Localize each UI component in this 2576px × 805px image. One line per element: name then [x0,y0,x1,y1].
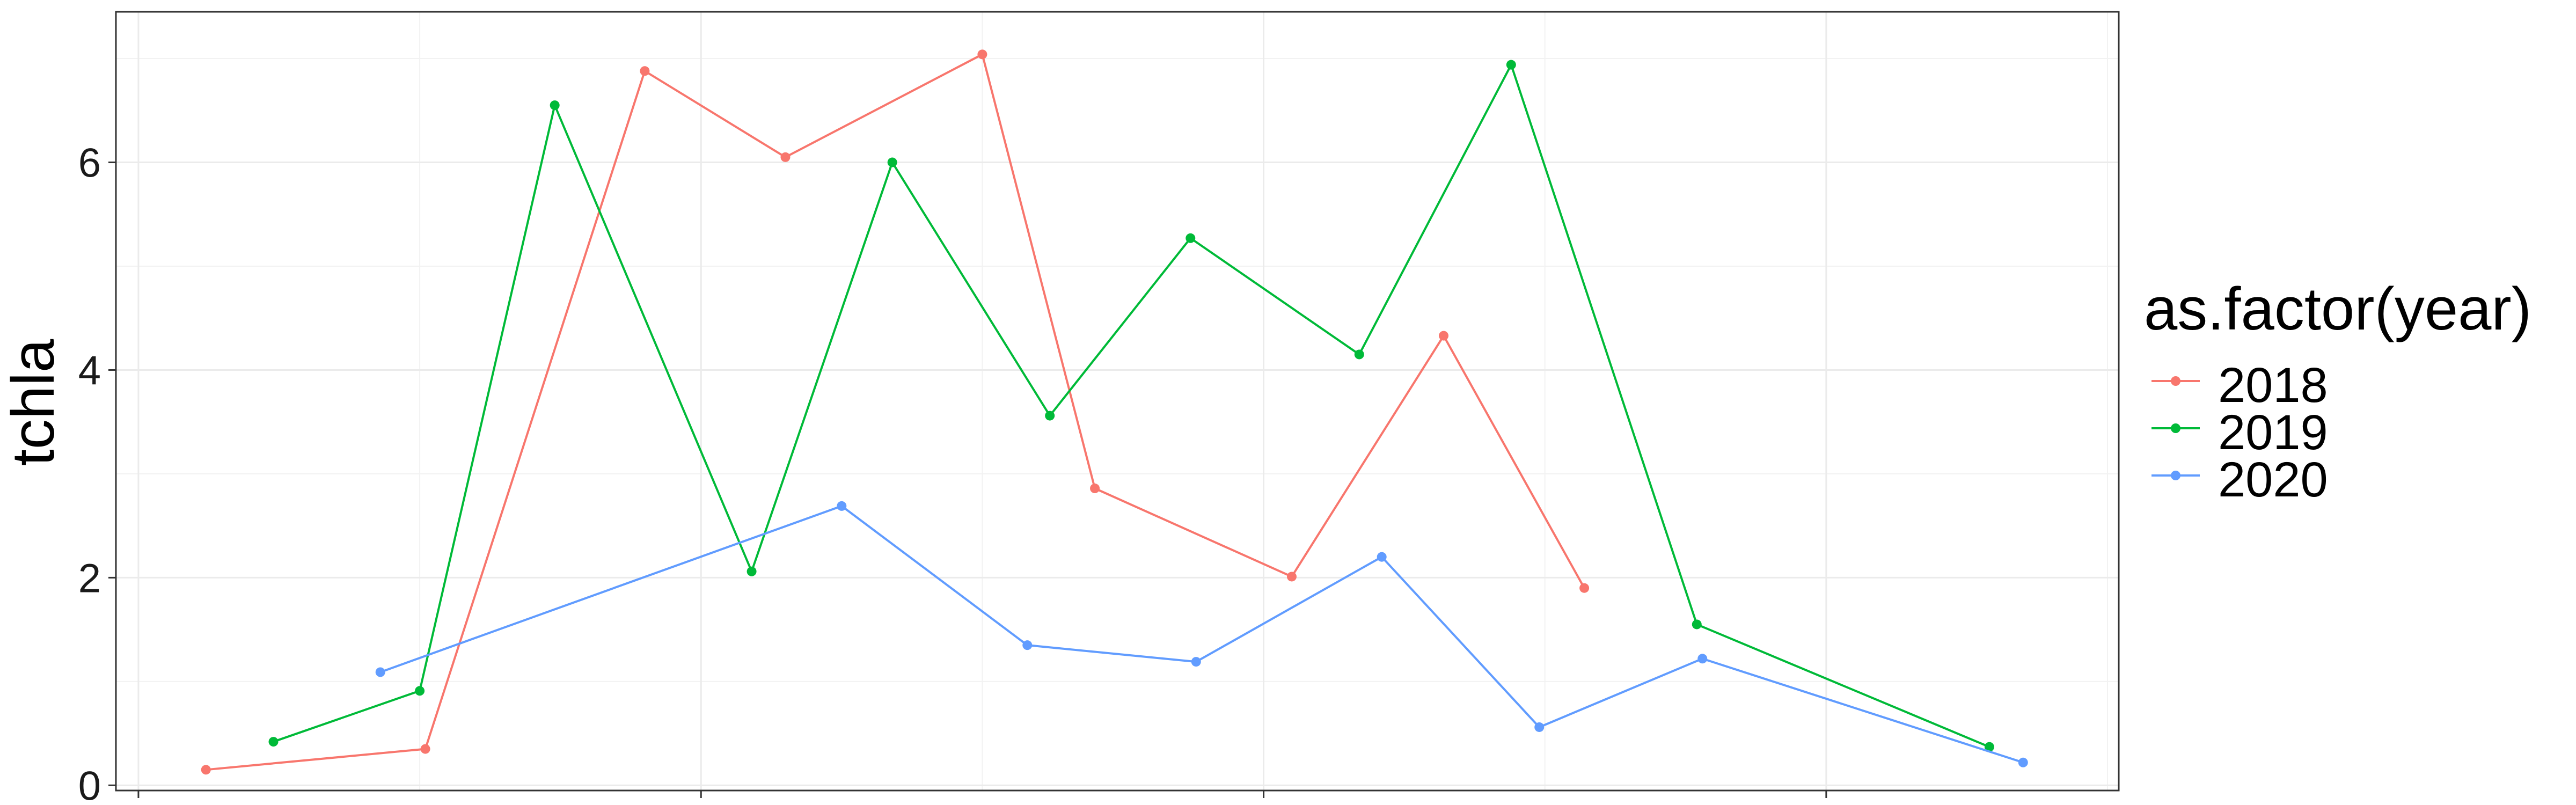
series-2019 [268,60,1994,752]
data-point-2020 [2018,757,2028,767]
legend-item-2020: 2020 [2144,452,2531,504]
legend-item-2019: 2019 [2144,405,2531,457]
data-point-2020 [1534,722,1545,732]
y-tick-label: 6 [78,141,101,186]
series-layer [201,49,2028,775]
data-point-2019 [1692,619,1702,630]
legend-title: as.factor(year) [2144,275,2531,342]
series-line-2020 [380,504,2024,764]
legend-key-2020 [2151,471,2200,480]
y-tick-label: 0 [78,763,101,805]
legend-label-2018: 2018 [2218,358,2328,413]
y-tick-label: 2 [78,555,101,601]
data-point-2018 [1090,484,1100,494]
data-point-2018 [201,765,211,775]
data-point-2019 [1354,349,1364,360]
data-point-2018 [1579,583,1590,593]
data-point-2018 [1286,572,1297,582]
legend-key-2018 [2151,376,2200,386]
data-point-2020 [375,667,385,677]
data-point-2018 [977,49,987,60]
data-point-2019 [1984,742,1994,752]
data-point-2020 [1191,657,1201,667]
data-point-2019 [747,566,757,576]
series-2020 [375,501,2028,767]
data-point-2019 [1506,60,1516,70]
data-point-2019 [415,686,425,696]
data-point-2018 [1439,331,1449,341]
axes: 0 2 4 6 [78,141,1827,805]
panel-border [115,11,2120,792]
legend-label-2019: 2019 [2218,405,2328,460]
data-point-2018 [780,152,791,162]
data-point-2020 [837,501,847,511]
data-point-2020 [1697,654,1708,664]
data-point-2019 [550,100,560,111]
data-point-2020 [1022,640,1033,650]
data-point-2019 [1045,411,1055,421]
y-tick-label: 4 [78,348,101,393]
data-point-2018 [640,66,650,76]
legend-items: 2018 2019 2020 [2144,357,2531,504]
series-2018 [201,49,1590,775]
legend-key-2019 [2151,423,2200,433]
data-point-2019 [1185,233,1196,243]
data-point-2019 [887,157,897,167]
legend: as.factor(year) 2018 2019 [2144,275,2531,505]
data-point-2018 [420,744,430,754]
data-point-2019 [268,737,279,747]
legend-label-2020: 2020 [2218,452,2328,507]
y-axis-title: tchla [0,339,67,466]
grid-lines [116,12,2119,791]
data-point-2020 [1377,552,1387,562]
legend-item-2018: 2018 [2144,357,2531,410]
